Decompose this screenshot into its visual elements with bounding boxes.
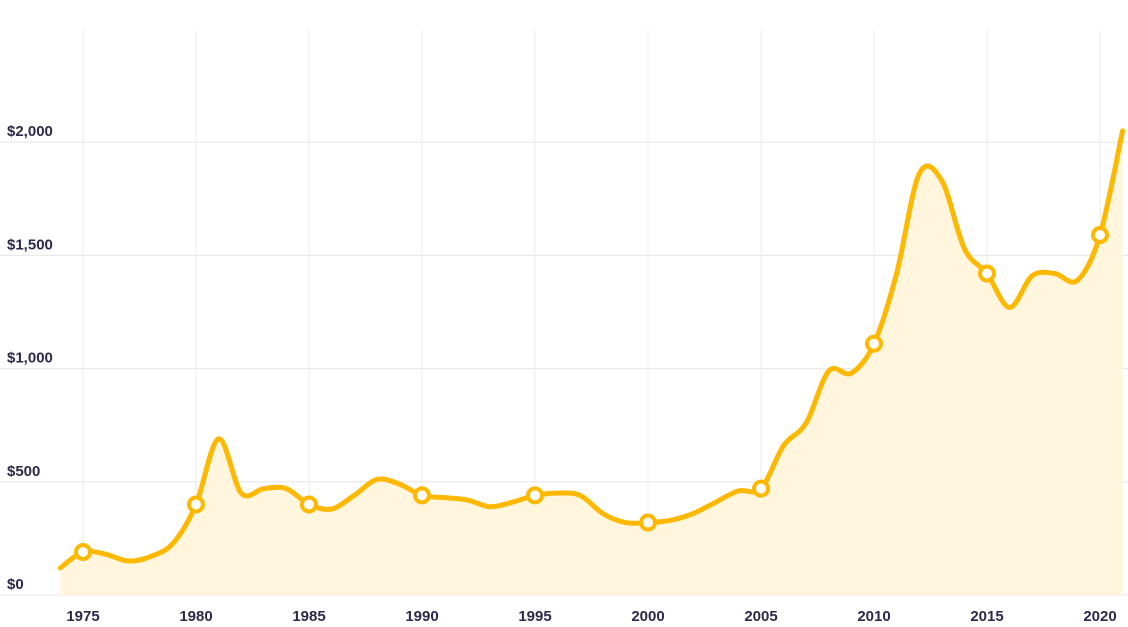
data-point-marker xyxy=(867,337,881,351)
x-tick-label: 2005 xyxy=(744,608,777,625)
x-tick-label: 2020 xyxy=(1083,608,1116,625)
data-point-marker xyxy=(189,497,203,511)
y-tick-label: $2,000 xyxy=(7,123,53,140)
x-tick-label: 1975 xyxy=(66,608,99,625)
data-point-marker xyxy=(415,488,429,502)
y-tick-label: $0 xyxy=(7,576,24,593)
data-point-marker xyxy=(641,516,655,530)
x-tick-label: 1990 xyxy=(405,608,438,625)
x-tick-label: 2010 xyxy=(857,608,890,625)
y-tick-label: $500 xyxy=(7,463,40,480)
data-point-marker xyxy=(1093,228,1107,242)
data-point-marker xyxy=(302,497,316,511)
series-area-fill xyxy=(60,131,1122,595)
y-tick-label: $1,000 xyxy=(7,350,53,367)
y-tick-label: $1,500 xyxy=(7,236,53,253)
x-tick-label: 1985 xyxy=(292,608,325,625)
data-point-marker xyxy=(528,488,542,502)
x-tick-label: 1980 xyxy=(179,608,212,625)
x-tick-label: 2000 xyxy=(631,608,664,625)
data-point-marker xyxy=(980,267,994,281)
x-tick-label: 1995 xyxy=(518,608,551,625)
x-axis-tick-labels: 1975 1980 1985 1990 1995 2000 2005 2010 2015 2020 xyxy=(66,608,1116,625)
y-axis-tick-labels: $0 $500 $1,000 $1,500 $2,000 xyxy=(7,123,53,593)
data-point-marker xyxy=(754,482,768,496)
x-tick-label: 2015 xyxy=(970,608,1003,625)
data-point-marker xyxy=(76,545,90,559)
